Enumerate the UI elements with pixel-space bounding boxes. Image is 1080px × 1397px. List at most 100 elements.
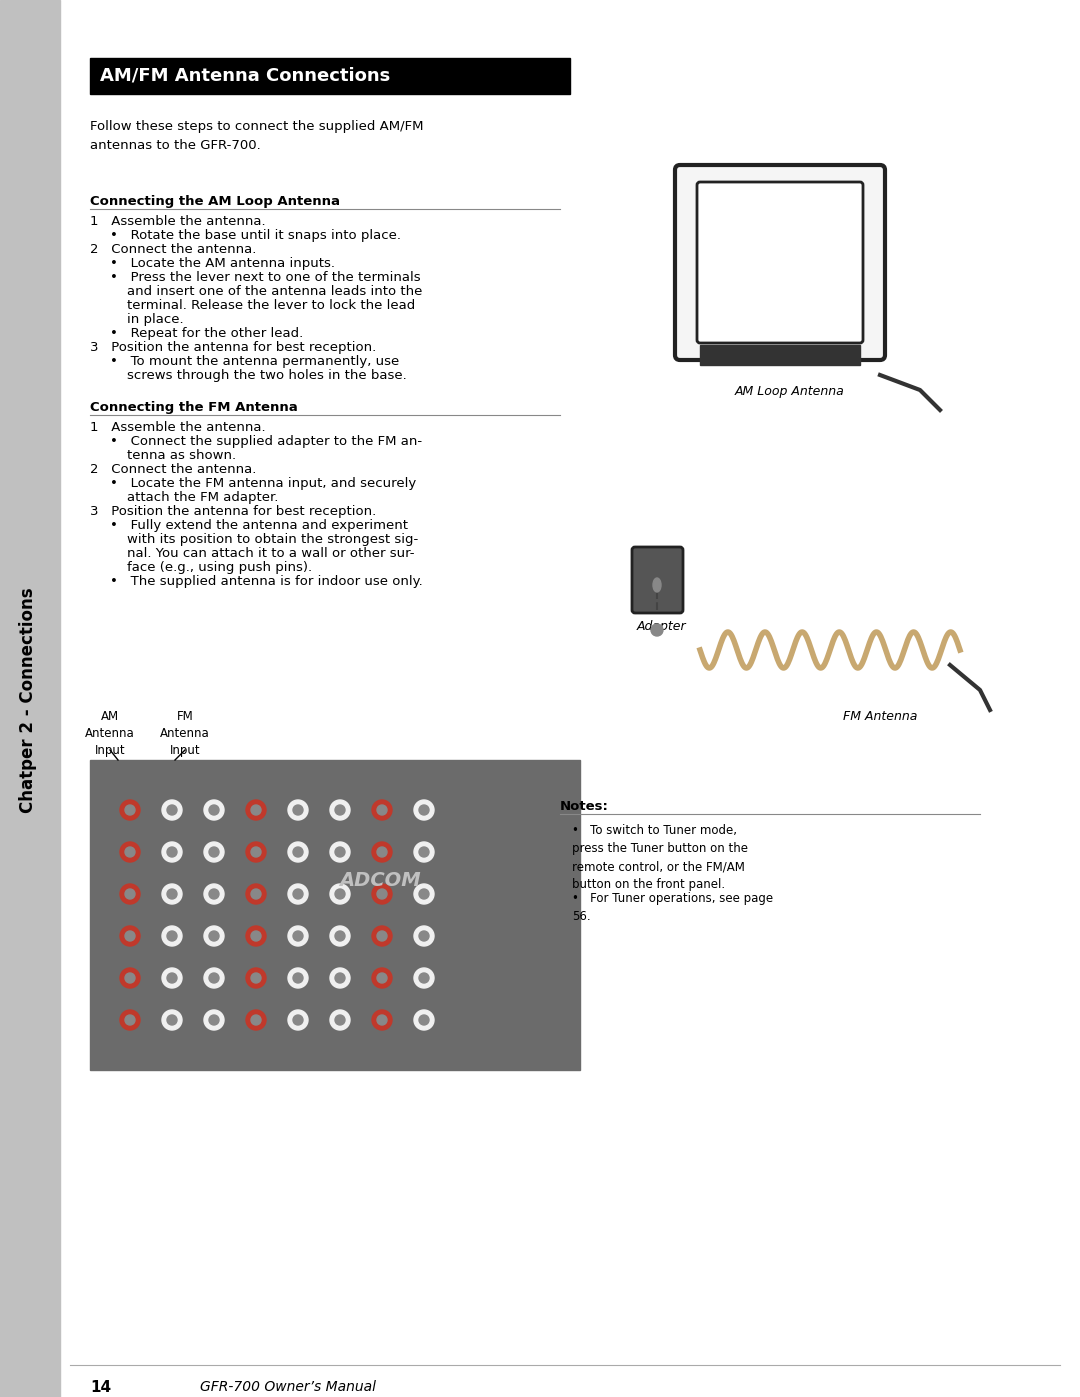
Ellipse shape	[204, 926, 224, 946]
Ellipse shape	[125, 972, 135, 983]
Ellipse shape	[335, 972, 345, 983]
Ellipse shape	[372, 1010, 392, 1030]
Text: screws through the two holes in the base.: screws through the two holes in the base…	[110, 369, 407, 381]
Text: •   Repeat for the other lead.: • Repeat for the other lead.	[110, 327, 303, 339]
Ellipse shape	[251, 972, 261, 983]
Ellipse shape	[120, 842, 140, 862]
Ellipse shape	[162, 884, 183, 904]
Ellipse shape	[288, 968, 308, 988]
Ellipse shape	[204, 884, 224, 904]
Text: Adapter: Adapter	[637, 620, 687, 633]
Bar	[90, 760, 580, 1070]
Ellipse shape	[414, 1010, 434, 1030]
Ellipse shape	[167, 888, 177, 900]
Ellipse shape	[293, 972, 303, 983]
Ellipse shape	[125, 930, 135, 942]
Ellipse shape	[204, 968, 224, 988]
Ellipse shape	[419, 1016, 429, 1025]
Text: FM Antenna: FM Antenna	[842, 710, 917, 724]
Ellipse shape	[288, 926, 308, 946]
Ellipse shape	[120, 800, 140, 820]
Text: terminal. Release the lever to lock the lead: terminal. Release the lever to lock the …	[110, 299, 415, 312]
Ellipse shape	[162, 968, 183, 988]
Ellipse shape	[372, 842, 392, 862]
Ellipse shape	[377, 930, 387, 942]
Ellipse shape	[246, 842, 266, 862]
Ellipse shape	[167, 930, 177, 942]
Text: 2   Connect the antenna.: 2 Connect the antenna.	[90, 462, 256, 476]
Ellipse shape	[210, 972, 219, 983]
Ellipse shape	[251, 847, 261, 856]
Ellipse shape	[246, 884, 266, 904]
Ellipse shape	[330, 968, 350, 988]
Ellipse shape	[414, 968, 434, 988]
Ellipse shape	[330, 926, 350, 946]
FancyBboxPatch shape	[632, 548, 683, 613]
Text: Follow these steps to connect the supplied AM/FM
antennas to the GFR-700.: Follow these steps to connect the suppli…	[90, 120, 423, 152]
Text: 2   Connect the antenna.: 2 Connect the antenna.	[90, 243, 256, 256]
Ellipse shape	[419, 888, 429, 900]
Ellipse shape	[293, 888, 303, 900]
Ellipse shape	[653, 578, 661, 592]
Ellipse shape	[288, 884, 308, 904]
Text: AM/FM Antenna Connections: AM/FM Antenna Connections	[100, 67, 390, 85]
Ellipse shape	[372, 968, 392, 988]
Ellipse shape	[335, 805, 345, 814]
FancyBboxPatch shape	[697, 182, 863, 344]
Ellipse shape	[125, 805, 135, 814]
Ellipse shape	[167, 805, 177, 814]
Ellipse shape	[162, 800, 183, 820]
Ellipse shape	[335, 930, 345, 942]
Ellipse shape	[162, 842, 183, 862]
Text: •   Locate the AM antenna inputs.: • Locate the AM antenna inputs.	[110, 257, 335, 270]
Ellipse shape	[293, 1016, 303, 1025]
Ellipse shape	[288, 800, 308, 820]
Ellipse shape	[414, 884, 434, 904]
Ellipse shape	[210, 930, 219, 942]
Ellipse shape	[419, 930, 429, 942]
Text: AM
Antenna
Input: AM Antenna Input	[85, 710, 135, 757]
Ellipse shape	[288, 1010, 308, 1030]
Ellipse shape	[335, 847, 345, 856]
Ellipse shape	[204, 842, 224, 862]
Ellipse shape	[414, 800, 434, 820]
Text: 3   Position the antenna for best reception.: 3 Position the antenna for best receptio…	[90, 341, 376, 353]
Bar	[0, 0, 60, 1397]
Ellipse shape	[330, 842, 350, 862]
Text: face (e.g., using push pins).: face (e.g., using push pins).	[110, 562, 312, 574]
Ellipse shape	[251, 930, 261, 942]
Text: Notes:: Notes:	[561, 800, 609, 813]
Ellipse shape	[372, 884, 392, 904]
Ellipse shape	[419, 972, 429, 983]
Text: •   Fully extend the antenna and experiment: • Fully extend the antenna and experimen…	[110, 520, 408, 532]
Ellipse shape	[125, 1016, 135, 1025]
Ellipse shape	[293, 847, 303, 856]
Ellipse shape	[246, 926, 266, 946]
Ellipse shape	[330, 800, 350, 820]
Text: •   Locate the FM antenna input, and securely: • Locate the FM antenna input, and secur…	[110, 476, 416, 490]
FancyBboxPatch shape	[675, 165, 885, 360]
Text: nal. You can attach it to a wall or other sur-: nal. You can attach it to a wall or othe…	[110, 548, 415, 560]
Ellipse shape	[377, 847, 387, 856]
Bar	[700, 345, 860, 365]
Ellipse shape	[330, 884, 350, 904]
Text: Connecting the FM Antenna: Connecting the FM Antenna	[90, 401, 298, 414]
Text: and insert one of the antenna leads into the: and insert one of the antenna leads into…	[110, 285, 422, 298]
Ellipse shape	[377, 805, 387, 814]
Ellipse shape	[120, 1010, 140, 1030]
Ellipse shape	[125, 888, 135, 900]
Text: 14: 14	[90, 1380, 111, 1396]
Text: •   The supplied antenna is for indoor use only.: • The supplied antenna is for indoor use…	[110, 576, 422, 588]
Ellipse shape	[210, 1016, 219, 1025]
Ellipse shape	[246, 800, 266, 820]
Ellipse shape	[125, 847, 135, 856]
Text: •   Rotate the base until it snaps into place.: • Rotate the base until it snaps into pl…	[110, 229, 401, 242]
Text: •   Press the lever next to one of the terminals: • Press the lever next to one of the ter…	[110, 271, 420, 284]
Bar	[90, 59, 570, 94]
Ellipse shape	[162, 1010, 183, 1030]
Ellipse shape	[120, 968, 140, 988]
Text: FM
Antenna
Input: FM Antenna Input	[160, 710, 210, 757]
Ellipse shape	[120, 926, 140, 946]
Ellipse shape	[251, 805, 261, 814]
Ellipse shape	[335, 888, 345, 900]
